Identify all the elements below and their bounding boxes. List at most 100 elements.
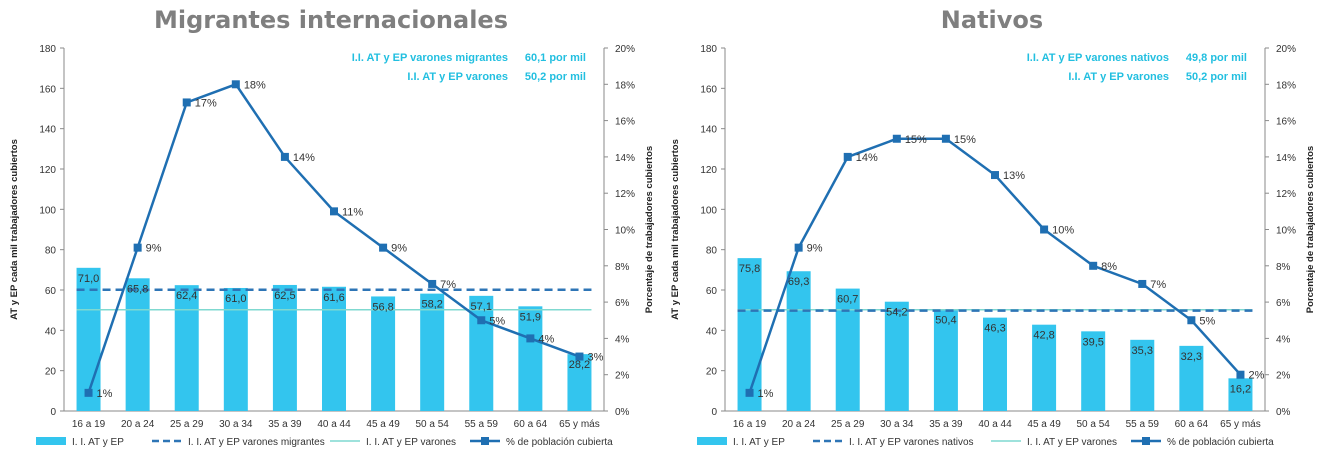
bar-value-label: 42,8	[1033, 330, 1054, 342]
coverage-value-label: 9%	[807, 243, 823, 255]
y-tick-right-label: 4%	[615, 334, 630, 345]
bar	[1081, 331, 1106, 411]
bar-value-label: 50,4	[935, 314, 956, 326]
bar	[76, 267, 101, 411]
y-tick-right-label: 18%	[615, 80, 635, 91]
bar-value-label: 32,3	[1181, 351, 1202, 363]
coverage-value-label: 9%	[391, 243, 407, 255]
annotation-value: 50,2 por mil	[1186, 71, 1247, 83]
bar	[223, 287, 248, 411]
x-tick-label: 60 a 64	[1175, 419, 1209, 430]
x-tick-label: 30 a 34	[219, 419, 253, 430]
bar	[737, 258, 762, 411]
bar	[983, 317, 1007, 411]
coverage-value-label: 1%	[758, 388, 774, 400]
coverage-value-label: 5%	[489, 315, 505, 327]
annotation-value: 49,8 por mil	[1186, 52, 1247, 64]
bar-value-label: 16,2	[1230, 383, 1251, 395]
legend-label: I. I. AT y EP varones	[1027, 437, 1117, 448]
bar	[1228, 378, 1253, 411]
coverage-marker	[575, 352, 584, 361]
y-axis-left-title: AT y EP cada mil trabajadores cubiertos	[9, 139, 20, 320]
bar	[272, 284, 297, 411]
x-tick-label: 20 a 24	[782, 419, 816, 430]
legend-label: I. I. AT y EP	[72, 437, 124, 448]
legend-label: I. I. AT y EP varones nativos	[849, 437, 974, 448]
x-tick-label: 45 a 49	[366, 419, 400, 430]
chart-title: Migrantes internacionales	[154, 6, 508, 34]
bar	[518, 306, 543, 411]
y-tick-right-label: 14%	[615, 153, 635, 164]
coverage-marker	[843, 152, 852, 161]
y-axis-left-title: AT y EP cada mil trabajadores cubiertos	[670, 139, 681, 320]
bar	[174, 285, 199, 411]
x-tick-label: 40 a 44	[317, 419, 351, 430]
x-tick-label: 50 a 54	[415, 419, 449, 430]
coverage-value-label: 9%	[146, 243, 162, 255]
x-tick-label: 65 y más	[559, 419, 600, 430]
coverage-marker	[526, 334, 535, 343]
y-tick-right-label: 18%	[1276, 80, 1296, 91]
y-tick-left-label: 20	[45, 367, 57, 378]
y-tick-right-label: 0%	[1276, 407, 1291, 418]
x-tick-label: 25 a 29	[831, 419, 865, 430]
coverage-value-label: 13%	[1003, 170, 1025, 182]
bar-value-label: 54,2	[886, 307, 907, 319]
bar	[371, 296, 396, 411]
x-tick-label: 45 a 49	[1027, 419, 1061, 430]
bar	[1032, 324, 1057, 411]
bar-value-label: 57,1	[471, 301, 492, 313]
y-tick-right-label: 2%	[1276, 371, 1291, 382]
y-tick-left-label: 140	[39, 125, 56, 136]
legend-label: % de población cubierta	[1167, 437, 1274, 448]
y-tick-right-label: 20%	[1276, 44, 1296, 55]
x-tick-label: 16 a 19	[72, 419, 106, 430]
x-tick-label: 16 a 19	[733, 419, 767, 430]
bar	[884, 301, 909, 411]
y-tick-right-label: 16%	[615, 117, 635, 128]
legend-label: I. I. AT y EP varones	[366, 437, 456, 448]
coverage-marker	[1236, 370, 1245, 379]
y-tick-right-label: 14%	[1276, 153, 1296, 164]
coverage-value-label: 3%	[587, 352, 603, 364]
legend-swatch-marker	[1142, 437, 1150, 445]
coverage-value-label: 7%	[1150, 279, 1166, 291]
legend-swatch-bar	[36, 437, 66, 445]
y-tick-left-label: 20	[706, 367, 718, 378]
legend-label: % de población cubierta	[506, 437, 613, 448]
annotation-value: 50,2 por mil	[525, 71, 586, 83]
y-tick-right-label: 2%	[615, 371, 630, 382]
coverage-marker	[892, 134, 901, 143]
bar	[933, 309, 958, 411]
chart-svg-nativos: 0 20 40 60 80 100 120 140 160 180 0% 2% 4% 6% 8% 10% 12%…	[670, 44, 1316, 448]
y-tick-right-label: 8%	[1276, 262, 1291, 273]
y-tick-left-label: 40	[45, 326, 57, 337]
coverage-value-label: 7%	[440, 279, 456, 291]
y-tick-right-label: 6%	[1276, 298, 1291, 309]
coverage-marker	[941, 134, 950, 143]
bar	[786, 271, 811, 411]
y-tick-left-label: 160	[39, 84, 56, 95]
coverage-value-label: 5%	[1199, 315, 1215, 327]
coverage-marker	[1040, 225, 1049, 234]
x-tick-label: 65 y más	[1220, 419, 1261, 430]
y-axis-right-title: Porcentaje de trabajadores cubiertos	[644, 146, 655, 313]
y-tick-left-label: 0	[50, 407, 56, 418]
annotation-label: I.I. AT y EP varones migrantes	[352, 52, 508, 64]
y-tick-left-label: 180	[39, 44, 56, 55]
coverage-marker	[794, 243, 803, 252]
y-tick-left-label: 80	[45, 246, 57, 257]
bar-value-label: 60,7	[837, 294, 858, 306]
bar-value-label: 61,0	[225, 293, 246, 305]
annotation-label: I.I. AT y EP varones nativos	[1027, 52, 1169, 64]
bar-value-label: 61,6	[323, 292, 344, 304]
coverage-marker	[84, 388, 93, 397]
y-tick-right-label: 10%	[615, 226, 635, 237]
y-tick-left-label: 180	[700, 44, 717, 55]
chart-svg-migrantes: 0 20 40 60 80 100 120 140 160 180 0% 2% 4% 6% 8% 10% 12%…	[9, 44, 655, 448]
y-tick-right-label: 0%	[615, 407, 630, 418]
coverage-marker	[1089, 261, 1098, 270]
x-tick-label: 30 a 34	[880, 419, 914, 430]
y-tick-left-label: 160	[700, 84, 717, 95]
bar-value-label: 62,4	[176, 290, 197, 302]
